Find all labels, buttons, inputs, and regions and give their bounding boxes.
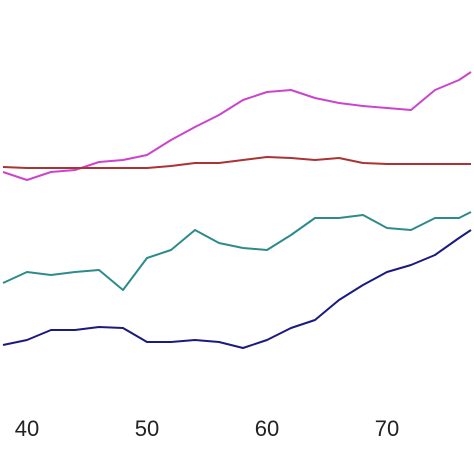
series-line <box>2 229 472 349</box>
x-tick-label: 70 <box>375 416 399 441</box>
series-line <box>2 156 471 169</box>
x-tick-label: 50 <box>135 416 159 441</box>
series-line <box>2 211 472 291</box>
x-tick-label: 60 <box>255 416 279 441</box>
x-tick-label: 40 <box>15 416 39 441</box>
